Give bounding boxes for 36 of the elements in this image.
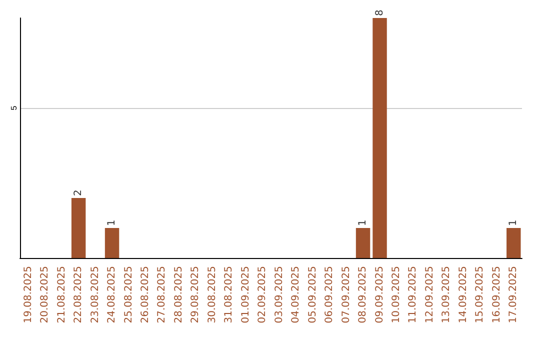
x-tick-label: 01.09.2025 (240, 266, 252, 324)
x-tick-label: 19.08.2025 (22, 266, 34, 324)
x-tick-label: 31.08.2025 (224, 266, 235, 324)
x-tick-label: 20.08.2025 (40, 266, 51, 324)
x-tick-label: 03.09.2025 (274, 266, 285, 324)
data-label: 1 (358, 220, 369, 226)
x-tick-label: 15.09.2025 (474, 266, 486, 324)
x-tick-label: 28.08.2025 (173, 266, 184, 324)
x-tick-label: 11.09.2025 (408, 266, 419, 324)
x-tick-label: 27.08.2025 (156, 266, 168, 324)
x-tick-label: 12.09.2025 (424, 266, 436, 324)
x-tick-label: 14.09.2025 (458, 266, 469, 324)
x-tick-label: 07.09.2025 (340, 266, 352, 324)
data-label: 1 (106, 220, 118, 226)
x-tick-label: 25.08.2025 (123, 266, 134, 324)
x-tick-label: 22.08.2025 (73, 266, 84, 324)
x-tick-label: 06.09.2025 (324, 266, 336, 324)
x-tick-label: 16.09.2025 (491, 266, 502, 324)
x-tick-label: 04.09.2025 (290, 266, 302, 324)
x-tick-label: 02.09.2025 (257, 266, 268, 324)
data-label: 8 (374, 10, 386, 16)
x-tick-label: 05.09.2025 (307, 266, 318, 324)
x-tick-label: 21.08.2025 (56, 266, 68, 324)
x-tick-label: 08.09.2025 (358, 266, 369, 324)
data-label: 2 (73, 190, 84, 196)
x-tick-label: 29.08.2025 (190, 266, 202, 324)
x-tick-label: 24.08.2025 (106, 266, 118, 324)
x-tick-label: 10.09.2025 (391, 266, 402, 324)
x-tick-label: 09.09.2025 (374, 266, 386, 324)
y-tick-label: 5 (10, 105, 18, 110)
x-tick-label: 23.08.2025 (90, 266, 101, 324)
data-label: 1 (508, 220, 520, 226)
x-tick-label: 26.08.2025 (140, 266, 151, 324)
x-tick-label: 30.08.2025 (206, 266, 218, 324)
x-tick-label: 17.09.2025 (508, 266, 520, 324)
x-tick-label: 13.09.2025 (441, 266, 452, 324)
